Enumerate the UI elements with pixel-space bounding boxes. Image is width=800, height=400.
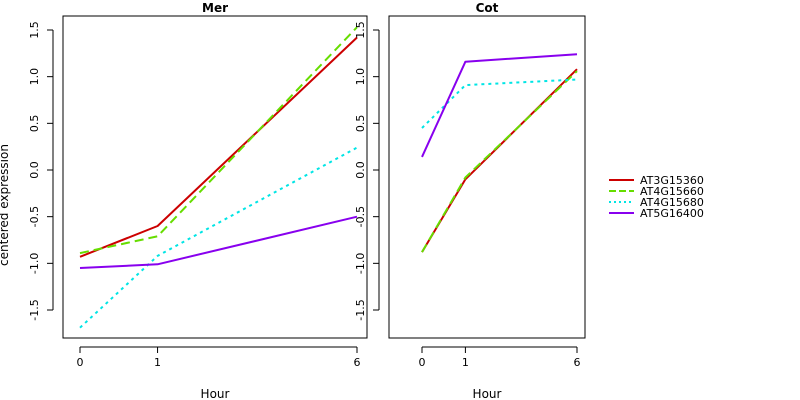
x-tick-label: 0	[77, 356, 84, 369]
y-tick-label: -1.5	[354, 299, 367, 320]
y-tick-label: 1.0	[28, 68, 41, 86]
x-tick-label: 6	[574, 356, 581, 369]
plot-frame	[62, 15, 368, 339]
y-tick-label: 1.0	[354, 68, 367, 86]
x-tick-label: 6	[354, 356, 361, 369]
y-tick-label: 0.0	[28, 161, 41, 179]
series-line-at5g16400	[79, 215, 358, 269]
legend-label: AT3G15360	[640, 174, 704, 187]
y-tick-label: 0.5	[28, 115, 41, 133]
series-line-at4g15680	[421, 78, 578, 129]
x-tick-label: 0	[419, 356, 426, 369]
x-tick-label: 1	[154, 356, 161, 369]
panel-mer: Mer -1.5 -1.0 -0.5 0.0 0.5 1.0 1.5 0 1 6 Hour	[28, 1, 368, 400]
chart-panels: Mer -1.5 -1.0 -0.5 0.0 0.5 1.0 1.5 0 1 6 Hour Cot -1.…	[28, 1, 586, 400]
legend-label: AT4G15680	[640, 196, 704, 209]
y-tick-label: -1.5	[28, 299, 41, 320]
y-tick-label: -0.5	[28, 206, 41, 227]
panel-title: Mer	[202, 1, 228, 15]
plot-frame	[388, 15, 586, 339]
y-tick-label: 1.5	[354, 21, 367, 39]
legend-label: AT4G15660	[640, 185, 704, 198]
legend-label: AT5G16400	[640, 207, 704, 220]
x-tick-label: 1	[462, 356, 469, 369]
x-axis-label: Hour	[473, 387, 502, 400]
y-tick-label: 0.0	[354, 161, 367, 179]
y-tick-label: 0.5	[354, 115, 367, 133]
series-line-at4g15680	[79, 146, 358, 329]
panel-title: Cot	[476, 1, 499, 15]
x-axis-label: Hour	[201, 387, 230, 400]
series-line-at3g15360	[421, 68, 578, 253]
panel-cot: Cot -1.5 -1.0 -0.5 0.0 0.5 1.0 1.5 0 1 6 Hour	[354, 1, 586, 400]
series-line-at4g15660	[421, 70, 578, 253]
y-tick-label: -0.5	[354, 206, 367, 227]
y-tick-label: -1.0	[354, 253, 367, 274]
series-line-at3g15360	[79, 36, 358, 258]
series-line-at4g15660	[79, 26, 358, 255]
y-axis-label: centered expression	[0, 144, 11, 266]
y-tick-label: 1.5	[28, 21, 41, 39]
y-tick-label: -1.0	[28, 253, 41, 274]
series-line-at5g16400	[421, 53, 578, 158]
